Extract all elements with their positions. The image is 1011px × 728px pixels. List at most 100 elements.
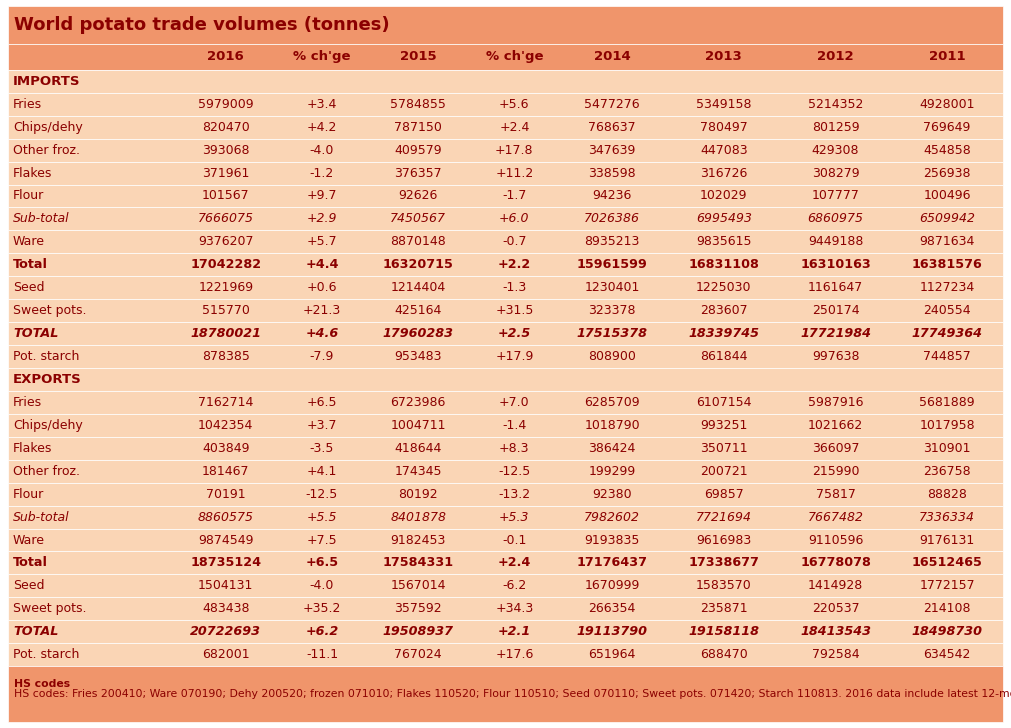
Text: 310901: 310901 bbox=[923, 442, 971, 455]
Text: 5349158: 5349158 bbox=[697, 98, 751, 111]
Text: 1230401: 1230401 bbox=[584, 281, 640, 294]
Text: -4.0: -4.0 bbox=[309, 579, 335, 593]
Text: 1504131: 1504131 bbox=[198, 579, 254, 593]
Text: 371961: 371961 bbox=[202, 167, 250, 180]
Text: EXPORTS: EXPORTS bbox=[13, 373, 82, 386]
Text: Fries: Fries bbox=[13, 396, 42, 409]
Text: 1161647: 1161647 bbox=[808, 281, 863, 294]
Text: 5979009: 5979009 bbox=[198, 98, 254, 111]
Text: 15961599: 15961599 bbox=[576, 258, 648, 272]
Text: 92626: 92626 bbox=[398, 189, 438, 202]
Text: 199299: 199299 bbox=[588, 464, 636, 478]
Text: -7.9: -7.9 bbox=[309, 350, 335, 363]
Text: +11.2: +11.2 bbox=[495, 167, 534, 180]
Bar bbox=[8, 70, 1003, 92]
Text: Flour: Flour bbox=[13, 488, 44, 501]
Text: +2.2: +2.2 bbox=[497, 258, 531, 272]
Text: 1042354: 1042354 bbox=[198, 419, 254, 432]
Text: 409579: 409579 bbox=[394, 143, 442, 157]
Bar bbox=[8, 414, 1003, 437]
Bar bbox=[8, 666, 1003, 722]
Text: 634542: 634542 bbox=[923, 648, 971, 661]
Text: +2.4: +2.4 bbox=[499, 121, 530, 134]
Text: 6107154: 6107154 bbox=[697, 396, 751, 409]
Text: -3.5: -3.5 bbox=[309, 442, 335, 455]
Text: Sub-total: Sub-total bbox=[13, 213, 70, 226]
Text: 993251: 993251 bbox=[701, 419, 747, 432]
Text: 386424: 386424 bbox=[588, 442, 636, 455]
Text: 953483: 953483 bbox=[394, 350, 442, 363]
Text: 780497: 780497 bbox=[700, 121, 748, 134]
Text: 9835615: 9835615 bbox=[697, 235, 751, 248]
Text: 768637: 768637 bbox=[588, 121, 636, 134]
Text: 18498730: 18498730 bbox=[912, 625, 983, 638]
Text: 70191: 70191 bbox=[206, 488, 246, 501]
Text: 283607: 283607 bbox=[700, 304, 748, 317]
Text: 17721984: 17721984 bbox=[800, 327, 871, 340]
Text: 2015: 2015 bbox=[399, 50, 437, 63]
Text: -1.4: -1.4 bbox=[502, 419, 527, 432]
Text: 215990: 215990 bbox=[812, 464, 859, 478]
Text: Ware: Ware bbox=[13, 235, 45, 248]
Text: 1772157: 1772157 bbox=[919, 579, 975, 593]
Text: +5.3: +5.3 bbox=[499, 510, 530, 523]
Bar bbox=[8, 506, 1003, 529]
Text: 1018790: 1018790 bbox=[584, 419, 640, 432]
Text: 17584331: 17584331 bbox=[382, 556, 454, 569]
Text: Fries: Fries bbox=[13, 98, 42, 111]
Bar bbox=[8, 184, 1003, 207]
Text: Other froz.: Other froz. bbox=[13, 464, 80, 478]
Text: +5.5: +5.5 bbox=[306, 510, 338, 523]
Text: 8935213: 8935213 bbox=[584, 235, 640, 248]
Bar bbox=[8, 162, 1003, 184]
Text: 240554: 240554 bbox=[923, 304, 971, 317]
Text: 2011: 2011 bbox=[929, 50, 966, 63]
Text: HS codes: HS codes bbox=[14, 679, 70, 689]
Bar bbox=[8, 207, 1003, 230]
Text: Pot. starch: Pot. starch bbox=[13, 648, 80, 661]
Text: 308279: 308279 bbox=[812, 167, 859, 180]
Text: +17.8: +17.8 bbox=[495, 143, 534, 157]
Text: +7.0: +7.0 bbox=[499, 396, 530, 409]
Text: 16320715: 16320715 bbox=[383, 258, 454, 272]
Text: % ch'ge: % ch'ge bbox=[293, 50, 351, 63]
Text: 8860575: 8860575 bbox=[198, 510, 254, 523]
Bar bbox=[8, 276, 1003, 299]
Bar bbox=[8, 299, 1003, 322]
Text: +2.5: +2.5 bbox=[497, 327, 531, 340]
Text: Seed: Seed bbox=[13, 281, 44, 294]
Bar bbox=[8, 253, 1003, 276]
Text: 7162714: 7162714 bbox=[198, 396, 254, 409]
Text: 2013: 2013 bbox=[706, 50, 742, 63]
Text: 236758: 236758 bbox=[923, 464, 971, 478]
Bar bbox=[8, 460, 1003, 483]
Text: 8870148: 8870148 bbox=[390, 235, 446, 248]
Text: 6860975: 6860975 bbox=[808, 213, 863, 226]
Text: 7450567: 7450567 bbox=[390, 213, 446, 226]
Text: 483438: 483438 bbox=[202, 602, 250, 615]
Text: +4.6: +4.6 bbox=[305, 327, 339, 340]
Bar bbox=[8, 230, 1003, 253]
Text: 682001: 682001 bbox=[202, 648, 250, 661]
Text: 792584: 792584 bbox=[812, 648, 859, 661]
Text: Seed: Seed bbox=[13, 579, 44, 593]
Text: 7336334: 7336334 bbox=[919, 510, 976, 523]
Text: 18780021: 18780021 bbox=[190, 327, 261, 340]
Text: 17338677: 17338677 bbox=[688, 556, 759, 569]
Text: 376357: 376357 bbox=[394, 167, 442, 180]
Bar bbox=[8, 552, 1003, 574]
Text: 69857: 69857 bbox=[704, 488, 744, 501]
Text: 1221969: 1221969 bbox=[198, 281, 254, 294]
Text: 16831108: 16831108 bbox=[688, 258, 759, 272]
Text: 174345: 174345 bbox=[394, 464, 442, 478]
Text: -1.3: -1.3 bbox=[502, 281, 527, 294]
Text: TOTAL: TOTAL bbox=[13, 625, 59, 638]
Text: +7.5: +7.5 bbox=[306, 534, 338, 547]
Text: 17515378: 17515378 bbox=[576, 327, 648, 340]
Text: 688470: 688470 bbox=[700, 648, 748, 661]
Text: 801259: 801259 bbox=[812, 121, 859, 134]
Bar bbox=[8, 92, 1003, 116]
Text: +6.0: +6.0 bbox=[499, 213, 530, 226]
Text: -1.2: -1.2 bbox=[309, 167, 334, 180]
Text: 100496: 100496 bbox=[923, 189, 971, 202]
